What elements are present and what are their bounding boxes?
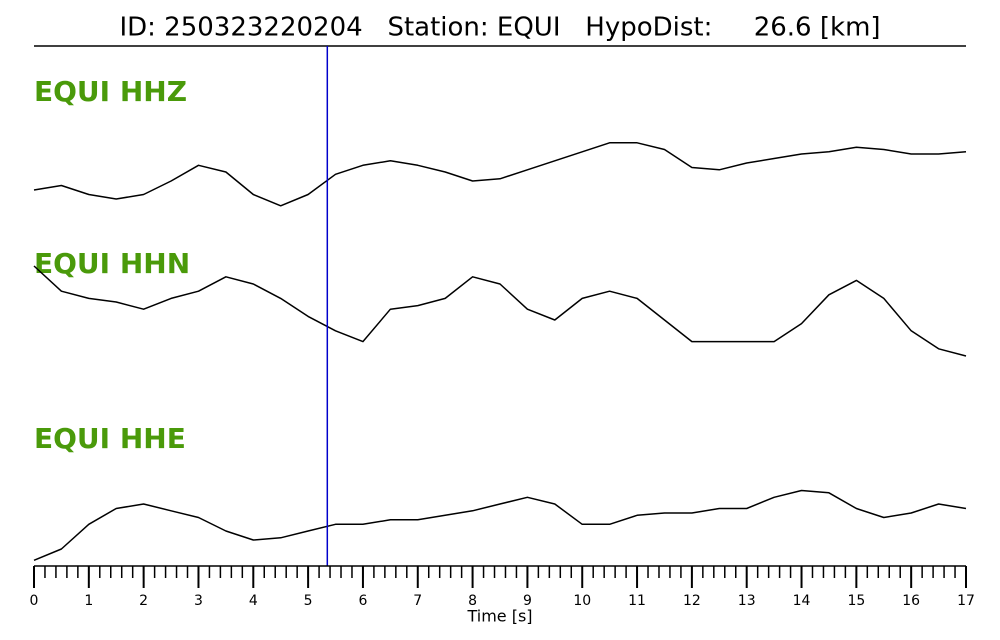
trace-label: EQUI HHE	[34, 422, 186, 455]
x-tick-label: 3	[194, 593, 203, 609]
x-tick-label: 11	[628, 593, 646, 609]
trace-label: EQUI HHN	[34, 247, 190, 280]
x-tick-label: 0	[30, 593, 39, 609]
x-tick-label: 10	[573, 593, 591, 609]
chart-title: ID: 250323220204 Station: EQUI HypoDist:…	[119, 13, 880, 43]
x-tick-label: 7	[413, 593, 422, 609]
x-tick-label: 9	[523, 593, 532, 609]
x-tick-label: 12	[683, 593, 701, 609]
x-tick-label: 13	[738, 593, 756, 609]
x-tick-label: 8	[468, 593, 477, 609]
waveform	[33, 265, 967, 357]
waveform	[33, 489, 967, 561]
x-tick-label: 15	[847, 593, 865, 609]
x-tick-label: 5	[304, 593, 313, 609]
x-tick-label: 6	[358, 593, 367, 609]
x-tick-label: 16	[902, 593, 920, 609]
trace-label: EQUI HHZ	[34, 75, 187, 108]
waveform	[33, 142, 967, 207]
x-axis-label: Time [s]	[466, 607, 532, 626]
x-tick-label: 1	[84, 593, 93, 609]
x-tick-label: 4	[249, 593, 258, 609]
x-tick-label: 2	[139, 593, 148, 609]
x-tick-label: 14	[793, 593, 811, 609]
x-tick-label: 17	[957, 593, 975, 609]
